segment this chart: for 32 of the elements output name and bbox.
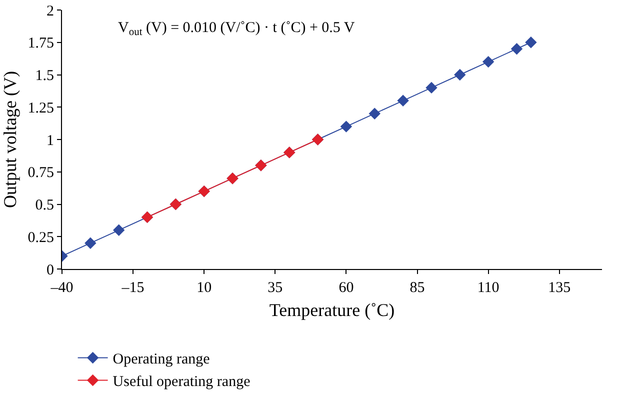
legend-label: Operating range (112, 352, 210, 368)
x-tick-label: 85 (410, 280, 425, 296)
y-tick-label: 0 (46, 262, 54, 278)
legend-label: Useful operating range (112, 374, 251, 390)
point (454, 68, 466, 81)
y-tick-label: 1.5 (35, 68, 54, 84)
point (482, 56, 494, 68)
point (112, 224, 125, 236)
x-tick-label: –15 (120, 280, 144, 296)
y-axis-title: Output voltage (V) (0, 71, 20, 208)
point (510, 43, 523, 55)
point (426, 82, 438, 94)
y-tick-label: 0.25 (28, 230, 54, 246)
x-tick-label: 135 (548, 280, 571, 296)
y-tick-label: 0.75 (28, 165, 54, 182)
point (340, 120, 352, 132)
y-tick-label: 0.5 (35, 198, 54, 214)
annotation: V$_{out}$ (V) = 0.010 (V/˚C) · t (˚C) + 0.5 V (118, 20, 355, 38)
y-tick-label: 1.75 (28, 36, 54, 52)
x-tick-label: 10 (196, 280, 212, 296)
point (525, 36, 537, 48)
x-tick-label: 110 (477, 280, 500, 296)
y-tick-label: 2 (46, 3, 54, 20)
x-tick-label: –40 (50, 280, 74, 296)
point (397, 94, 409, 106)
y-tick-label: 1.25 (28, 100, 54, 116)
x-tick-label: 35 (268, 280, 283, 296)
point (368, 108, 380, 120)
x-axis-title: Temperature (˚C) (269, 300, 395, 320)
point (84, 237, 96, 249)
y-tick-label: 1 (46, 132, 54, 149)
x-tick-label: 60 (338, 280, 354, 296)
